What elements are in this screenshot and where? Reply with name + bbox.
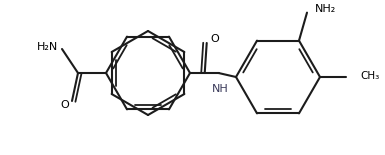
Text: NH: NH [212,84,229,94]
Text: NH₂: NH₂ [315,4,336,14]
Text: O: O [60,100,69,110]
Text: CH₃: CH₃ [360,71,379,81]
Text: H₂N: H₂N [37,42,59,52]
Text: O: O [210,34,219,44]
